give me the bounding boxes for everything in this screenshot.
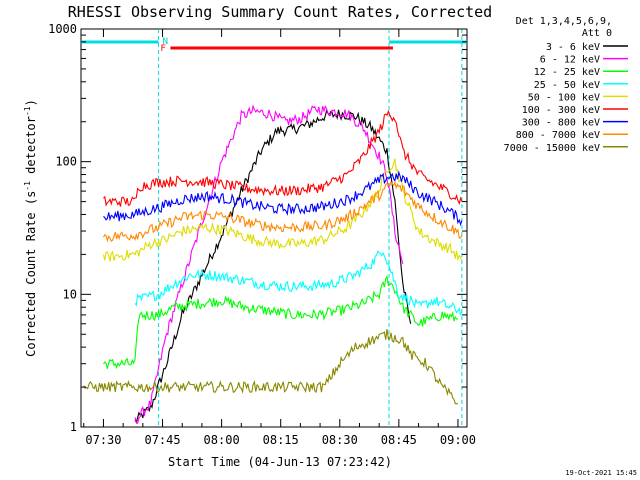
flare-label: F — [160, 44, 165, 54]
series-group — [83, 104, 463, 425]
y-axis-label-end: ) — [24, 99, 38, 106]
x-tick-label-5: 08:45 — [381, 433, 417, 447]
legend-header-line-2: Att 0 — [582, 28, 612, 39]
plot-frame — [80, 28, 468, 428]
legend-label-7: 800 - 7000 keV — [516, 130, 600, 141]
legend-label-0: 3 - 6 keV — [546, 42, 600, 53]
legend-label-2: 12 - 25 keV — [534, 67, 600, 78]
y-tick-label-0: 1 — [70, 420, 77, 434]
legend-label-8: 7000 - 15000 keV — [504, 143, 600, 154]
y-tick-label-1: 10 — [63, 287, 77, 301]
series-line-1 — [134, 104, 404, 425]
y-axis: 1 10 100 1000 — [48, 22, 467, 434]
x-tick-label-0: 07:30 — [85, 433, 121, 447]
legend: Det 1,3,4,5,6,9, Att 0 3 - 6 keV 6 - 12 k… — [504, 16, 628, 154]
y-axis-label-mid: detector — [24, 116, 38, 181]
legend-label-3: 25 - 50 keV — [534, 80, 600, 91]
y-tick-label-2: 100 — [55, 155, 77, 169]
night-label: N — [163, 37, 168, 47]
y-axis-label-exp1: -1 — [23, 181, 32, 191]
x-tick-label-2: 08:00 — [204, 433, 240, 447]
legend-header-line-1: Det 1,3,4,5,6,9, — [516, 16, 612, 27]
series-line-6 — [103, 170, 463, 227]
x-axis-label: Start Time (04-Jun-13 07:23:42) — [168, 455, 392, 469]
series-line-0 — [134, 109, 412, 424]
chart-title: RHESSI Observing Summary Count Rates, Co… — [68, 3, 492, 21]
plot-area: N F — [80, 28, 468, 428]
series-line-4 — [102, 158, 463, 262]
series-line-3 — [134, 249, 463, 316]
legend-label-5: 100 - 300 keV — [522, 105, 600, 116]
y-tick-label-3: 1000 — [48, 22, 77, 36]
series-line-7 — [103, 180, 463, 243]
x-tick-label-1: 07:45 — [144, 433, 180, 447]
x-axis: 07:30 07:45 08:00 08:15 08:30 08:45 09:00 — [83, 29, 476, 447]
x-tick-label-4: 08:30 — [322, 433, 358, 447]
legend-label-4: 50 - 100 keV — [528, 92, 600, 103]
interval-bars — [81, 40, 467, 50]
x-tick-label-6: 09:00 — [440, 433, 476, 447]
y-axis-label: Corrected Count Rate (s-1 detector-1) — [23, 99, 38, 357]
y-axis-label-main: Corrected Count Rate (s — [24, 191, 38, 357]
legend-label-1: 6 - 12 keV — [540, 55, 600, 66]
footer-timestamp: 19-Oct-2021 15:45 — [565, 469, 637, 477]
series-line-5 — [103, 109, 463, 207]
series-line-8 — [83, 329, 458, 405]
legend-label-6: 300 - 800 keV — [522, 118, 600, 129]
y-axis-label-exp2: -1 — [23, 106, 32, 116]
x-tick-label-3: 08:15 — [263, 433, 299, 447]
